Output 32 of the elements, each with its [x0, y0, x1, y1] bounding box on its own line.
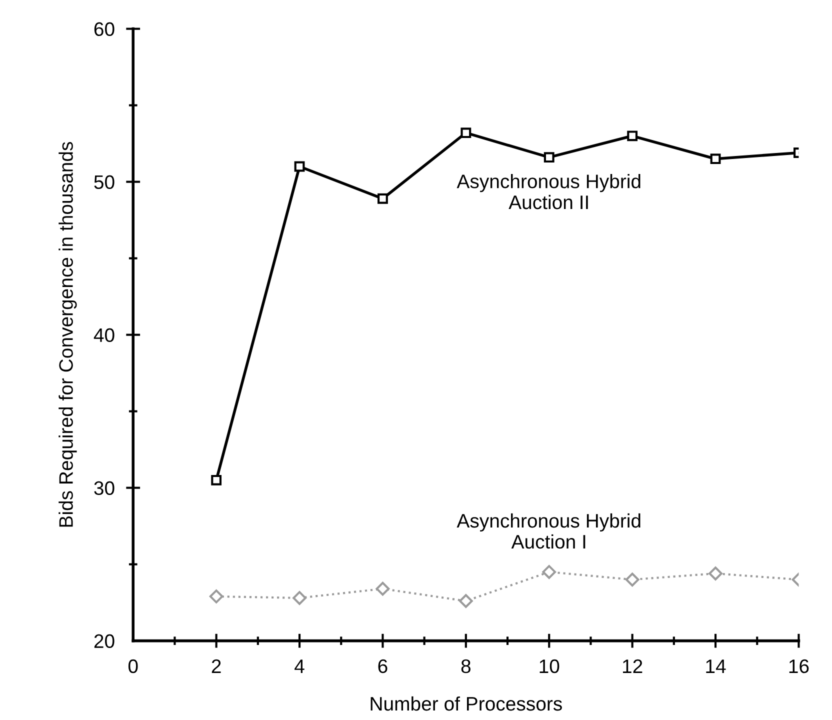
point	[292, 591, 306, 605]
y-tick-label: 60	[94, 22, 114, 36]
x-tick-label: 4	[294, 660, 304, 673]
x-tick-label: 14	[706, 660, 726, 673]
x-tick-label: 16	[789, 659, 809, 674]
point	[542, 565, 556, 579]
x-tick-label: 12	[622, 659, 642, 673]
y-axis-title: Bids Required for Convergence in thousands	[58, 142, 77, 527]
point	[458, 594, 473, 608]
series-label: Asynchronous Hybrid Auction I	[456, 513, 640, 549]
point	[376, 582, 390, 596]
point	[627, 130, 638, 142]
point	[708, 566, 722, 580]
point	[378, 193, 388, 204]
y-tick-label: 50	[94, 175, 114, 190]
x-tick-label: 8	[461, 659, 470, 674]
point	[294, 161, 305, 172]
point	[211, 474, 222, 486]
point	[710, 154, 721, 164]
point	[460, 128, 472, 138]
x-tick-label: 6	[378, 659, 388, 674]
point	[544, 152, 554, 163]
point	[625, 572, 640, 587]
y-tick-label: 40	[94, 328, 114, 342]
series-label: Asynchronous Hybrid Auction II	[456, 174, 640, 210]
y-tick-label: 30	[94, 481, 114, 496]
y-tick-label: 20	[94, 634, 114, 648]
x-axis-title: Number of Processors	[370, 696, 562, 711]
x-tick-label: 0	[128, 659, 138, 674]
x-tick-label: 10	[540, 659, 560, 674]
x-tick-label: 2	[212, 659, 221, 673]
point	[209, 589, 224, 604]
